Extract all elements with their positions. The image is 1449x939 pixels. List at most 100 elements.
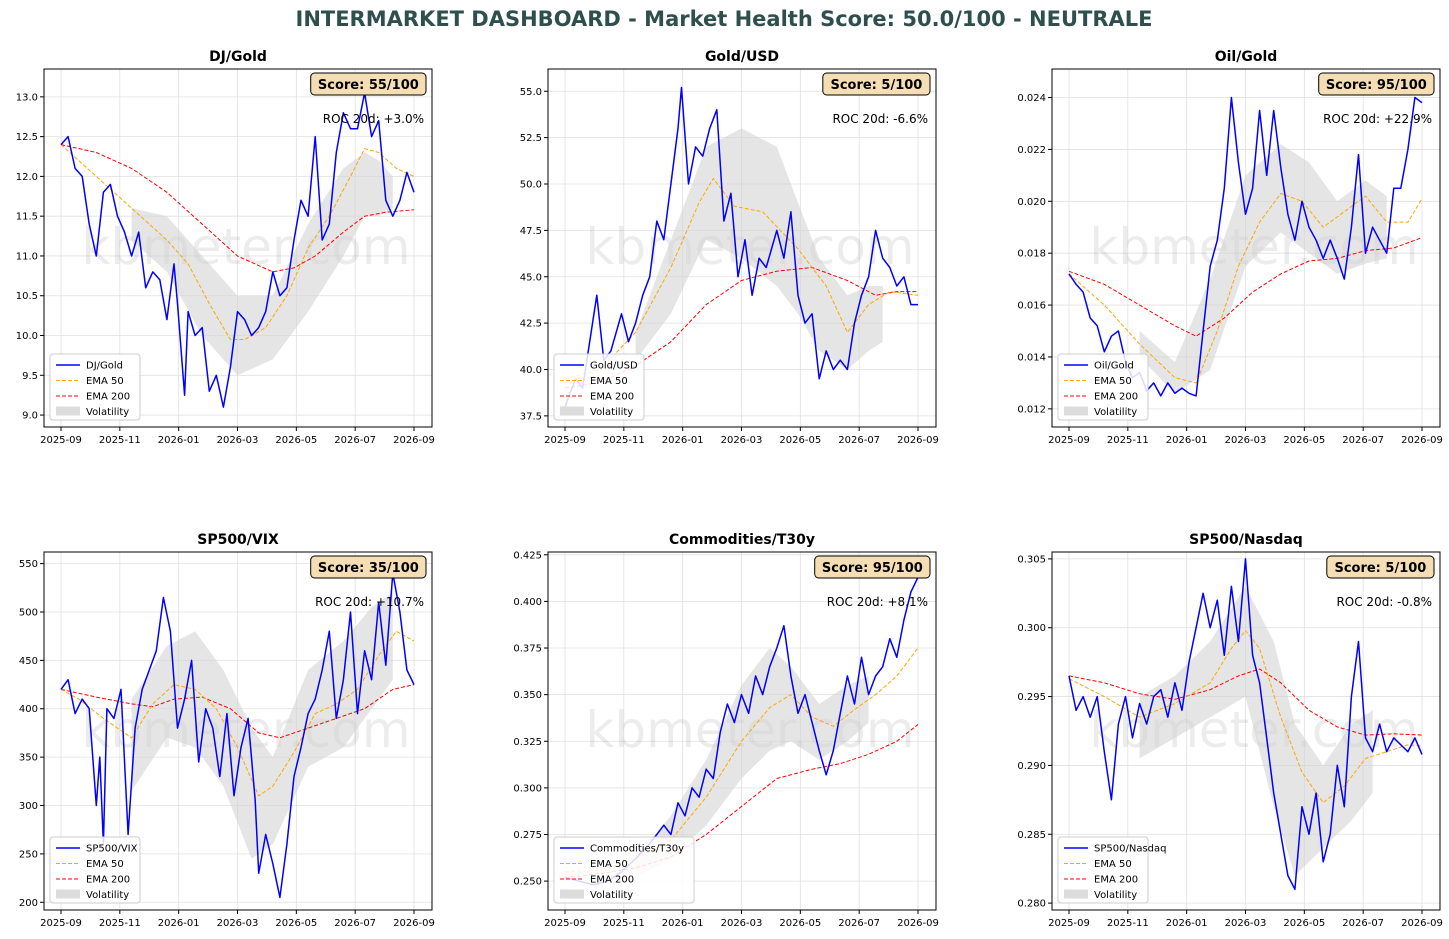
- y-tick-label: 0.305: [1017, 554, 1046, 565]
- x-tick-label: 2025-11: [603, 435, 645, 446]
- ema50-line: [60, 144, 415, 340]
- volatility-band: [635, 128, 883, 370]
- x-tick-label: 2026-07: [1342, 435, 1384, 446]
- legend: Gold/USD EMA 50 EMA 200 Volatility: [553, 353, 645, 421]
- y-tick-label: 12.0: [16, 172, 38, 183]
- y-tick-label: 42.5: [520, 319, 542, 330]
- x-tick-label: 2026-03: [721, 918, 763, 929]
- score-value: Score: 5/100: [1334, 561, 1426, 576]
- legend-price-label: Commodities/T30y: [590, 844, 684, 855]
- chart-title: Commodities/T30y: [669, 532, 815, 548]
- y-tick-label: 9.0: [22, 411, 38, 422]
- watermark: kbmeter.com: [81, 218, 410, 276]
- x-tick-label: 2026-07: [334, 435, 376, 446]
- legend-box: [49, 836, 141, 904]
- volatility-band: [131, 152, 393, 376]
- legend: DJ/Gold EMA 50 EMA 200 Volatility: [49, 353, 141, 421]
- y-tick-label: 400: [19, 704, 38, 715]
- y-tick-label: 37.5: [520, 411, 542, 422]
- legend-volatility-swatch: [56, 406, 80, 416]
- x-tick-label: 2025-09: [544, 435, 586, 446]
- x-tick-label: 2026-07: [838, 918, 880, 929]
- roc-value: ROC 20d: +22.9%: [1323, 112, 1432, 126]
- y-tick-label: 0.280: [1017, 899, 1046, 910]
- y-tick-label: 0.018: [1017, 249, 1046, 260]
- x-tick-label: 2026-09: [897, 435, 939, 446]
- score-box: [1318, 72, 1435, 96]
- legend-volatility-label: Volatility: [86, 407, 129, 418]
- ema200-line: [60, 144, 415, 273]
- legend: SP500/Nasdaq EMA 50 EMA 200 Volatility: [1057, 836, 1166, 904]
- x-tick-label: 2026-09: [897, 918, 939, 929]
- y-tick-label: 52.5: [520, 133, 542, 144]
- legend-volatility-label: Volatility: [1094, 407, 1137, 418]
- price-line: [564, 86, 918, 407]
- score-badge: Score: 95/100: [1318, 72, 1435, 96]
- legend: SP500/VIX EMA 50 EMA 200 Volatility: [49, 836, 141, 904]
- legend-ema200-label: EMA 200: [86, 392, 130, 403]
- legend-ema200-label: EMA 200: [86, 875, 130, 886]
- legend-price-label: SP500/VIX: [86, 844, 138, 855]
- legend-box: [1057, 353, 1149, 421]
- legend-volatility-label: Volatility: [1094, 890, 1137, 901]
- legend: Commodities/T30y EMA 50 EMA 200 Volatility: [553, 836, 695, 904]
- x-tick-label: 2026-09: [393, 435, 435, 446]
- chart-panel: kbmeter.com2025-092025-112026-012026-032…: [520, 49, 939, 446]
- y-tick-label: 200: [19, 898, 38, 909]
- x-tick-label: 2026-05: [779, 918, 821, 929]
- legend-ema200-label: EMA 200: [1094, 392, 1138, 403]
- y-tick-label: 0.014: [1017, 352, 1046, 363]
- y-tick-label: 0.285: [1017, 830, 1046, 841]
- y-tick-label: 10.5: [16, 291, 38, 302]
- dashboard-title: INTERMARKET DASHBOARD - Market Health Sc…: [296, 7, 1153, 31]
- score-badge: Score: 95/100: [814, 555, 931, 579]
- score-badge: Score: 5/100: [1326, 555, 1435, 579]
- legend-ema50-label: EMA 50: [590, 376, 628, 387]
- x-tick-label: 2025-11: [99, 435, 141, 446]
- y-tick-label: 0.325: [513, 737, 542, 748]
- x-tick-label: 2026-07: [334, 918, 376, 929]
- chart-title: Gold/USD: [705, 49, 779, 65]
- legend-ema200-label: EMA 200: [590, 875, 634, 886]
- y-tick-label: 0.300: [513, 783, 542, 794]
- legend-box: [1057, 836, 1149, 904]
- y-tick-label: 0.375: [513, 644, 542, 655]
- x-tick-label: 2026-03: [1225, 435, 1267, 446]
- y-tick-label: 0.295: [1017, 692, 1046, 703]
- roc-value: ROC 20d: +3.0%: [323, 112, 424, 126]
- y-tick-label: 45.0: [520, 272, 542, 283]
- y-tick-label: 0.022: [1017, 145, 1046, 156]
- roc-value: ROC 20d: -6.6%: [832, 112, 928, 126]
- x-tick-label: 2025-09: [544, 918, 586, 929]
- x-tick-label: 2026-01: [1166, 435, 1208, 446]
- y-tick-label: 12.5: [16, 132, 38, 143]
- x-tick-label: 2026-05: [275, 435, 317, 446]
- score-value: Score: 55/100: [318, 78, 419, 93]
- score-value: Score: 5/100: [830, 78, 922, 93]
- y-tick-label: 0.020: [1017, 197, 1046, 208]
- ema50-line: [564, 177, 919, 380]
- y-tick-label: 500: [19, 607, 38, 618]
- score-box: [1326, 555, 1435, 579]
- y-tick-label: 11.5: [16, 212, 38, 223]
- legend-price-label: Oil/Gold: [1094, 361, 1134, 372]
- roc-value: ROC 20d: +8.1%: [827, 595, 928, 609]
- ema200-line: [564, 724, 919, 878]
- x-tick-label: 2025-09: [40, 435, 82, 446]
- score-value: Score: 95/100: [1326, 78, 1427, 93]
- x-tick-label: 2026-05: [1283, 435, 1325, 446]
- x-tick-label: 2026-01: [158, 918, 200, 929]
- legend-box: [553, 353, 645, 421]
- score-value: Score: 35/100: [318, 561, 419, 576]
- y-tick-label: 350: [19, 753, 38, 764]
- score-badge: Score: 35/100: [310, 555, 427, 579]
- x-tick-label: 2026-07: [1342, 918, 1384, 929]
- legend-volatility-swatch: [560, 406, 584, 416]
- score-box: [814, 555, 931, 579]
- x-tick-label: 2026-01: [1166, 918, 1208, 929]
- legend-volatility-swatch: [1064, 889, 1088, 899]
- y-tick-label: 40.0: [520, 365, 542, 376]
- chart-panel: kbmeter.com2025-092025-112026-012026-032…: [1017, 49, 1443, 446]
- y-tick-label: 47.5: [520, 226, 542, 237]
